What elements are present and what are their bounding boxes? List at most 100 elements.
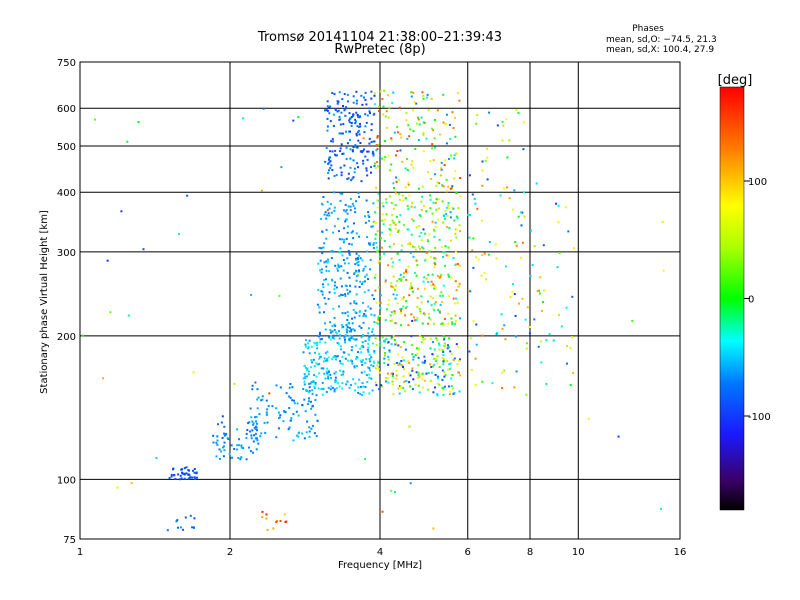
data-point: [326, 209, 329, 212]
data-point: [367, 289, 370, 292]
data-point: [254, 432, 257, 435]
data-point: [328, 207, 331, 210]
data-point: [391, 214, 394, 216]
data-point: [495, 333, 498, 335]
data-point: [443, 345, 446, 347]
data-point: [450, 385, 453, 387]
data-point: [370, 377, 373, 380]
data-point: [433, 228, 435, 231]
data-point: [220, 421, 223, 424]
data-point: [388, 169, 391, 172]
data-point: [340, 348, 342, 351]
data-point: [336, 267, 339, 270]
data-point: [329, 338, 332, 341]
data-point: [450, 276, 453, 279]
data-point: [341, 387, 344, 390]
data-point: [245, 458, 248, 461]
data-point: [355, 99, 358, 102]
data-point: [225, 433, 228, 436]
data-point: [172, 467, 175, 470]
data-point: [355, 279, 358, 282]
data-point: [338, 115, 341, 118]
data-point: [417, 245, 420, 248]
data-point: [409, 243, 412, 246]
data-point: [398, 198, 401, 201]
data-point: [357, 139, 360, 142]
data-point: [303, 380, 306, 383]
data-point: [375, 246, 378, 249]
data-point: [541, 309, 543, 312]
data-point: [360, 94, 363, 97]
data-point: [477, 258, 480, 261]
data-point: [428, 316, 431, 319]
data-point: [245, 437, 248, 439]
data-point: [193, 471, 196, 474]
data-point: [349, 166, 352, 169]
data-point: [318, 341, 321, 344]
data-point: [545, 339, 548, 342]
data-point: [467, 289, 470, 292]
data-point: [341, 98, 344, 101]
data-point: [528, 332, 531, 335]
data-point: [381, 202, 384, 205]
data-point: [378, 371, 381, 374]
data-point: [459, 195, 462, 197]
data-point: [393, 187, 395, 189]
data-point: [436, 377, 439, 380]
data-point: [306, 369, 308, 371]
data-point: [321, 252, 324, 255]
data-point: [370, 123, 373, 126]
data-point: [413, 271, 416, 274]
data-point: [352, 113, 355, 116]
data-point: [348, 338, 351, 341]
data-point: [448, 158, 450, 160]
data-point: [362, 162, 365, 165]
data-point: [416, 287, 419, 290]
data-point: [453, 357, 456, 360]
data-point: [314, 383, 317, 386]
data-point: [355, 338, 358, 341]
data-point: [359, 125, 362, 128]
data-point: [364, 458, 366, 461]
data-point: [356, 365, 358, 367]
data-point: [175, 520, 178, 523]
data-point: [399, 385, 402, 388]
data-point: [364, 361, 367, 364]
data-point: [394, 284, 397, 287]
data-point: [340, 174, 343, 177]
data-point: [442, 388, 445, 391]
data-point: [333, 388, 336, 391]
data-point: [308, 386, 311, 389]
data-point: [408, 135, 411, 138]
data-point: [434, 286, 437, 289]
data-point: [332, 140, 335, 143]
data-point: [326, 214, 329, 217]
data-point: [447, 254, 450, 257]
data-point: [238, 444, 240, 447]
data-point: [400, 363, 403, 366]
data-point: [353, 300, 356, 302]
data-point: [531, 263, 534, 266]
data-point: [421, 372, 424, 375]
data-point: [292, 439, 295, 442]
data-point: [529, 275, 532, 277]
data-point: [349, 209, 352, 212]
data-point: [414, 148, 417, 150]
data-point: [396, 150, 399, 152]
data-point: [631, 319, 634, 322]
data-point: [334, 324, 337, 327]
data-point: [371, 152, 374, 155]
data-point: [302, 377, 305, 380]
data-point: [433, 302, 436, 305]
data-point: [338, 132, 341, 135]
data-point: [369, 268, 372, 271]
data-point: [233, 448, 236, 450]
data-point: [414, 319, 417, 322]
data-point: [314, 399, 317, 401]
data-point: [389, 233, 392, 236]
data-point: [442, 351, 445, 353]
data-point: [358, 195, 360, 198]
data-point: [240, 446, 243, 449]
data-point: [412, 166, 415, 169]
data-point: [448, 207, 451, 210]
